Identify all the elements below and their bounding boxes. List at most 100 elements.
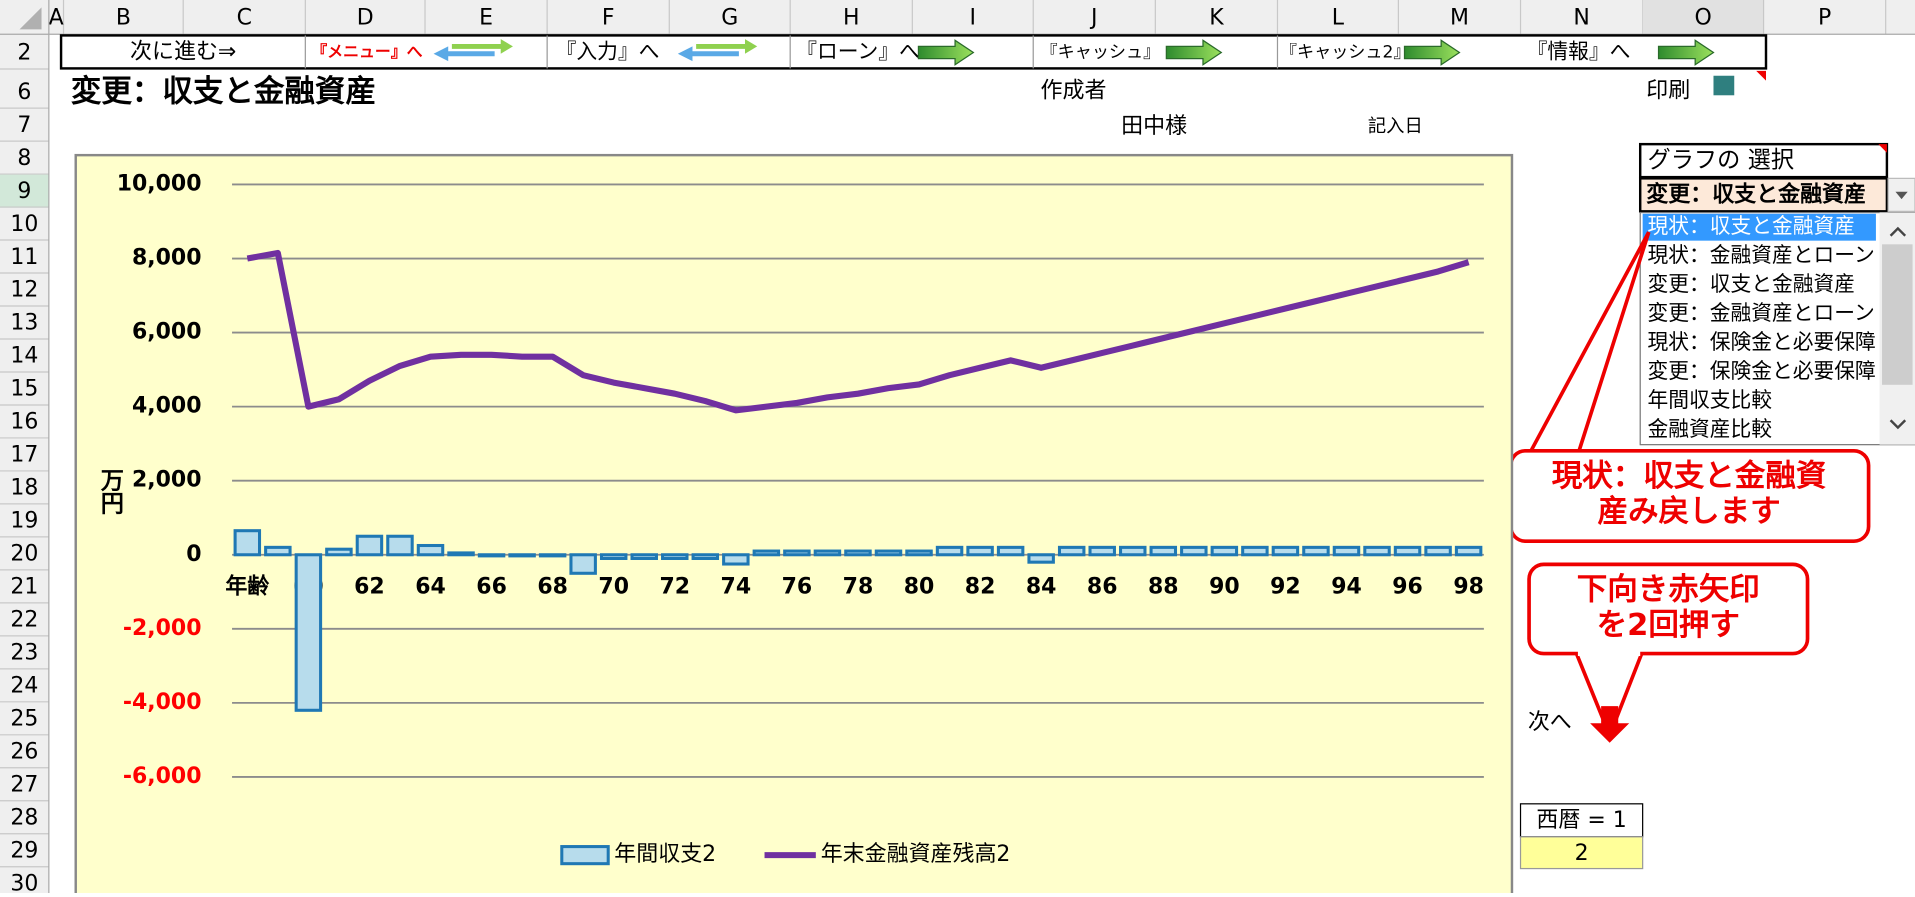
bar: [722, 553, 750, 566]
column-header: G: [721, 5, 738, 30]
dropdown-option[interactable]: 変更：保険金と必要保障: [1648, 359, 1876, 383]
bar: [233, 529, 262, 557]
nav-button[interactable]: 『ローン』へ: [796, 40, 919, 64]
y-tick-label: -4,000: [123, 690, 202, 715]
dropdown-option[interactable]: 年間収支比較: [1648, 388, 1773, 412]
bar: [1393, 545, 1422, 557]
column-header: D: [357, 5, 374, 30]
row-header: 17: [10, 443, 38, 468]
selector-current: [1638, 177, 1889, 213]
bar: [599, 553, 628, 560]
row-header: 8: [17, 146, 31, 171]
selector-label: グラフの 選択: [1648, 147, 1794, 174]
x-tick-label: 78: [843, 575, 874, 600]
bar: [844, 549, 872, 557]
y-tick-label: 6,000: [132, 320, 201, 345]
bar: [691, 553, 720, 560]
column-header: K: [1209, 5, 1224, 30]
dropdown-option[interactable]: 変更：収支と金融資産: [1648, 272, 1855, 296]
x-tick-label: 94: [1331, 575, 1362, 600]
bar: [1302, 545, 1330, 557]
x-tick-label: 76: [782, 575, 813, 600]
dropdown-option[interactable]: 現状：保険金と必要保障: [1648, 330, 1876, 354]
scroll-down: [1889, 419, 1907, 430]
scroll-thumb: [1882, 244, 1913, 385]
nav-button[interactable]: 『メニュー』へ: [311, 42, 422, 61]
print-button[interactable]: 印刷: [1646, 79, 1690, 104]
bar: [935, 545, 964, 557]
bar: [1241, 545, 1269, 557]
callout-patch: [1577, 647, 1641, 657]
row-header: 7: [17, 113, 31, 138]
row-header: 6: [17, 80, 31, 105]
nav-button[interactable]: 『キャッシュ』: [1041, 43, 1161, 63]
y-tick-label: 0: [186, 542, 201, 567]
bar: [874, 549, 903, 557]
era-label: 西暦 = 1: [1536, 808, 1626, 833]
dropdown-option[interactable]: 現状：収支と金融資産: [1648, 214, 1855, 238]
row-header: 13: [10, 311, 38, 336]
bar: [813, 549, 842, 557]
chart-area: [74, 153, 1514, 897]
bar: [294, 553, 323, 712]
x-tick-label: 92: [1270, 575, 1301, 600]
column-header-bar: [0, 0, 1915, 35]
row-header: 15: [10, 377, 38, 402]
era-value: 2: [1575, 841, 1589, 866]
x-tick-label: 96: [1392, 575, 1423, 600]
line-series: [246, 249, 1470, 414]
bar: [1363, 545, 1391, 557]
bar: [630, 553, 658, 560]
x-tick-label: 70: [598, 575, 629, 600]
nav-arrow: [1165, 39, 1223, 66]
bar: [386, 534, 414, 557]
callout-text: を2回押す: [1597, 608, 1740, 643]
row-header: 24: [10, 674, 38, 699]
nav-arrow: [917, 39, 975, 66]
row-header: 28: [10, 805, 38, 830]
row-header: 2: [17, 41, 31, 66]
column-header-active: [1642, 0, 1764, 35]
dropdown-option[interactable]: 変更：金融資産とローン: [1648, 301, 1875, 325]
nav-arrow: [677, 46, 739, 62]
bar: [538, 553, 567, 558]
dropdown-option[interactable]: 金融資産比較: [1648, 417, 1773, 441]
bar: [661, 553, 689, 560]
column-header: H: [843, 5, 860, 30]
column-header: C: [237, 5, 252, 30]
row-header: 27: [10, 772, 38, 797]
x-tick-label: 86: [1087, 575, 1118, 600]
bar: [1057, 545, 1086, 557]
x-tick-label: 64: [415, 575, 446, 600]
callout-text: 現状：収支と金融資: [1552, 458, 1827, 494]
bar: [1088, 545, 1116, 557]
row-header: 20: [10, 542, 38, 567]
column-header: L: [1332, 5, 1345, 30]
bar: [1119, 545, 1147, 557]
row-header: 9: [17, 179, 31, 204]
x-tick-label: 62: [354, 575, 385, 600]
x-tick-label: 84: [1026, 575, 1057, 600]
legend-label: 年間収支2: [614, 842, 716, 867]
row-header: 26: [10, 740, 38, 765]
nav-button[interactable]: 次に進む⇒: [130, 40, 236, 65]
y-tick-label: 4,000: [132, 394, 201, 419]
nav-bar: [59, 34, 1768, 70]
bar: [1271, 545, 1300, 557]
legend-label: 年末金融資産残高2: [821, 842, 1011, 867]
nav-button[interactable]: 『情報』へ: [1527, 40, 1631, 64]
bar: [1424, 545, 1452, 557]
callout-pointer: [1526, 231, 1651, 457]
down-arrow-button[interactable]: [1590, 706, 1630, 743]
selector-current-text: 変更：収支と金融資産: [1646, 181, 1866, 207]
row-header: 22: [10, 608, 38, 633]
nav-button[interactable]: 『キャッシュ2』: [1280, 43, 1411, 63]
dropdown-option[interactable]: 現状：金融資産とローン: [1648, 243, 1875, 267]
nav-button[interactable]: 『入力』へ: [556, 40, 660, 64]
column-header: N: [1573, 5, 1589, 30]
row-header: 11: [10, 245, 38, 270]
x-tick-label: 74: [721, 575, 752, 600]
row-header: 21: [10, 575, 38, 600]
print-icon: [1713, 75, 1735, 96]
bar: [325, 547, 353, 557]
